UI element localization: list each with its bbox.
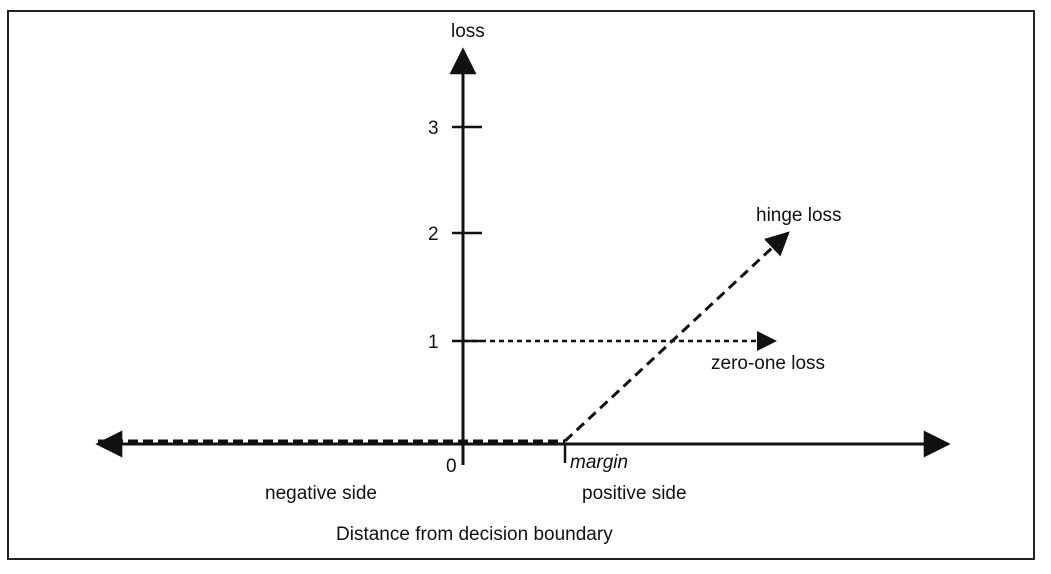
origin-label: 0 bbox=[446, 456, 457, 477]
y-tick-label-1: 1 bbox=[428, 332, 439, 353]
y-tick-label-2: 2 bbox=[428, 224, 439, 245]
y-tick-label-3: 3 bbox=[428, 118, 439, 139]
margin-label: margin bbox=[570, 452, 628, 473]
y-axis-label: loss bbox=[451, 21, 485, 42]
negative-side-label: negative side bbox=[265, 483, 377, 504]
positive-side-label: positive side bbox=[582, 483, 687, 504]
x-axis-title: Distance from decision boundary bbox=[336, 524, 613, 545]
figure-frame bbox=[7, 10, 1035, 560]
zero-one-loss-label: zero-one loss bbox=[711, 353, 825, 374]
hinge-loss-label: hinge loss bbox=[756, 205, 842, 226]
hinge-loss-rising-segment bbox=[563, 231, 790, 443]
